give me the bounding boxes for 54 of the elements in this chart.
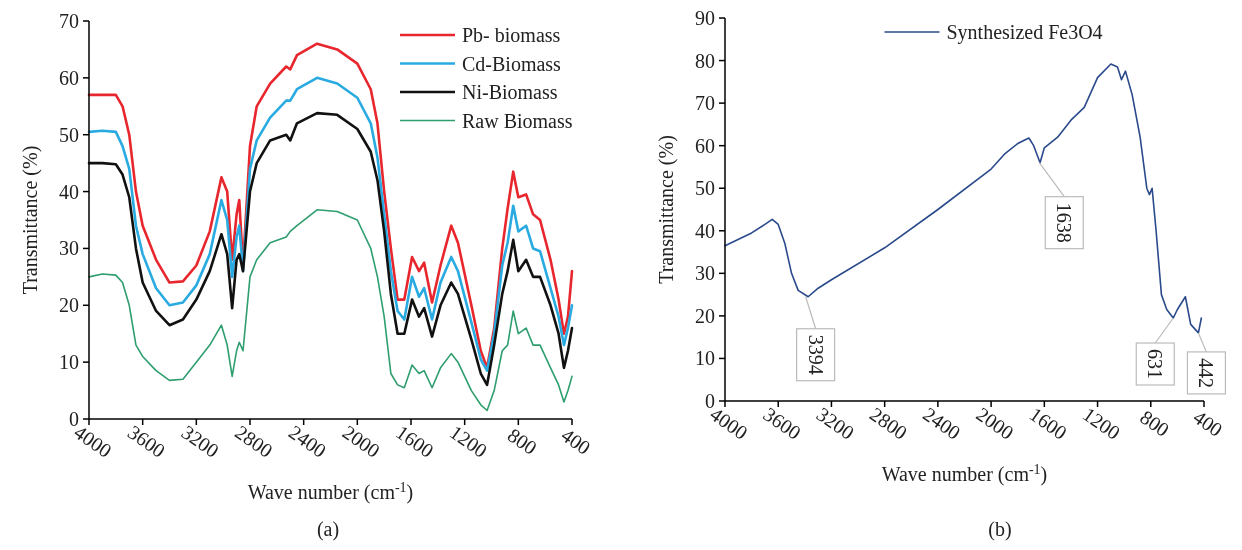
legend-label: Cd-Biomass (462, 52, 562, 75)
y-tick-label: 50 (59, 123, 79, 146)
annotation: 1638 (1053, 202, 1076, 243)
line-series (87, 111, 574, 387)
x-tick-label: 2000 (972, 402, 1018, 444)
y-axis-title: Transmittance (%) (19, 145, 42, 295)
y-tick-label: 10 (695, 347, 715, 370)
line-series (88, 208, 573, 412)
legend-label: Pb- biomass (462, 24, 561, 46)
line-series (724, 63, 1203, 334)
y-tick-label: 70 (59, 10, 79, 32)
y-tick-label: 80 (695, 49, 715, 72)
y-axis-title: Transmittance (%) (655, 135, 678, 284)
y-tick-label: 90 (695, 7, 715, 29)
x-tick-label: 3200 (812, 402, 859, 444)
x-tick-label: 3600 (759, 402, 805, 444)
legend-label: Raw Biomass (462, 109, 573, 132)
x-tick-label: 800 (1136, 405, 1174, 441)
x-tick-label: 1600 (1025, 402, 1072, 444)
legend-label: Synthesized Fe3O4 (946, 21, 1103, 44)
annotation: 442 (1195, 357, 1218, 388)
x-tick-label: 2400 (284, 420, 331, 462)
legend-label: Ni-Biomass (462, 81, 558, 103)
x-tick-label: 400 (1189, 405, 1227, 441)
y-tick-label: 0 (705, 390, 715, 412)
x-tick-label: 2800 (231, 420, 277, 462)
x-axis-title: Wave number (cm$^{-1}$) (881, 461, 1048, 486)
x-tick-label: 800 (503, 423, 541, 459)
x-tick-label: 3600 (123, 420, 170, 462)
y-tick-label: 30 (695, 262, 715, 285)
text: (a) (316, 518, 340, 541)
y-tick-label: 40 (695, 219, 715, 242)
y-tick-label: 60 (695, 134, 715, 157)
y-tick-label: 20 (59, 294, 79, 317)
y-tick-label: 20 (695, 304, 715, 327)
x-axis-title: Wave number (cm$^{-1}$) (247, 479, 414, 504)
y-tick-label: 50 (695, 177, 715, 200)
x-tick-label: 2400 (919, 402, 965, 444)
y-tick-label: 60 (59, 66, 79, 89)
y-tick-label: 0 (69, 408, 79, 430)
x-tick-label: 1200 (1078, 402, 1125, 444)
y-tick-label: 30 (59, 237, 79, 260)
text: (b) (988, 518, 1012, 541)
y-tick-label: 70 (695, 92, 715, 115)
x-tick-label: 400 (557, 423, 595, 459)
annotation: 631 (1144, 349, 1167, 380)
y-tick-label: 40 (59, 180, 79, 203)
y-tick-label: 10 (59, 351, 79, 374)
annotation: 3394 (804, 334, 827, 375)
x-tick-label: 2000 (338, 420, 385, 462)
x-tick-label: 3200 (177, 420, 224, 462)
x-tick-label: 1200 (445, 420, 492, 462)
x-tick-label: 1600 (392, 420, 438, 462)
x-tick-label: 2800 (865, 402, 912, 444)
